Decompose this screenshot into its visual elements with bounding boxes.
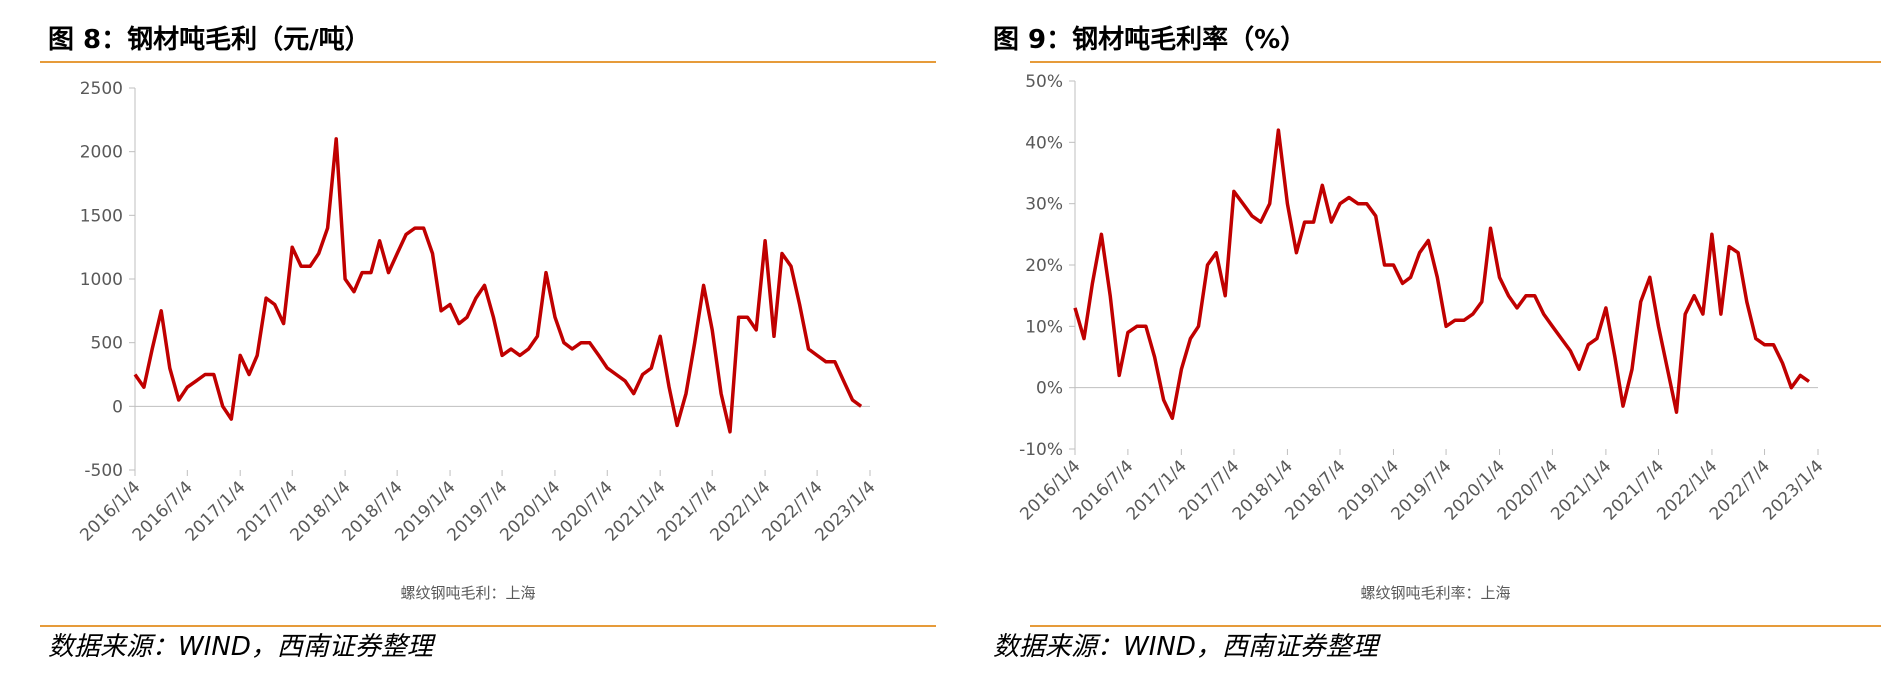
y-tick-label: -500 [84,461,123,481]
y-tick-label: 0 [112,397,123,417]
legend-label: 螺纹钢吨毛利：上海 [400,584,535,602]
y-tick-label: 20% [1025,256,1063,276]
y-tick-label: 2000 [80,143,123,163]
chart-title: 图 9：钢材吨毛利率（%） [993,24,1306,55]
y-tick-label: 1500 [80,206,123,226]
legend-label: 螺纹钢吨毛利率：上海 [1360,584,1510,602]
chart-title: 图 8：钢材吨毛利（元/吨） [48,25,371,55]
source-note: 数据来源：WIND，西南证券整理 [993,632,1382,662]
line [1073,128,1811,421]
y-tick-label: 10% [1025,317,1063,337]
y-tick-label: 0% [1036,379,1063,399]
source-note: 数据来源：WIND，西南证券整理 [48,632,437,662]
y-tick-label: 40% [1025,133,1063,153]
y-tick-label: 50% [1025,72,1063,92]
y-tick-label: 2500 [80,79,123,99]
y-tick-label: 500 [91,334,123,354]
y-tick-label: 1000 [80,270,123,290]
line [133,137,863,434]
y-tick-label: 30% [1025,195,1063,215]
y-tick-label: -10% [1019,440,1063,460]
